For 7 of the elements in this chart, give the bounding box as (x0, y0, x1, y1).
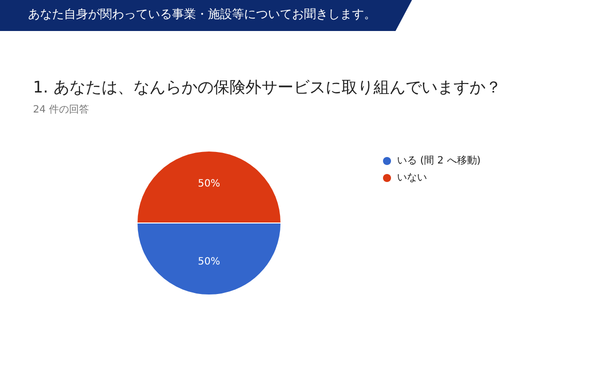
legend-label: いない (397, 172, 427, 184)
chart-subtitle: 24 件の回答 (33, 104, 89, 116)
data-label: 50% (198, 178, 220, 190)
chart-title: 1. あなたは、なんらかの保険外サービスに取り組んでいますか？ (33, 78, 502, 96)
data-label: 50% (198, 256, 220, 268)
legend-label: いる (間 2 へ移動) (397, 154, 481, 166)
text: あなた自身が関わっている事業・施設等についてお聞きします。 (0, 0, 412, 31)
